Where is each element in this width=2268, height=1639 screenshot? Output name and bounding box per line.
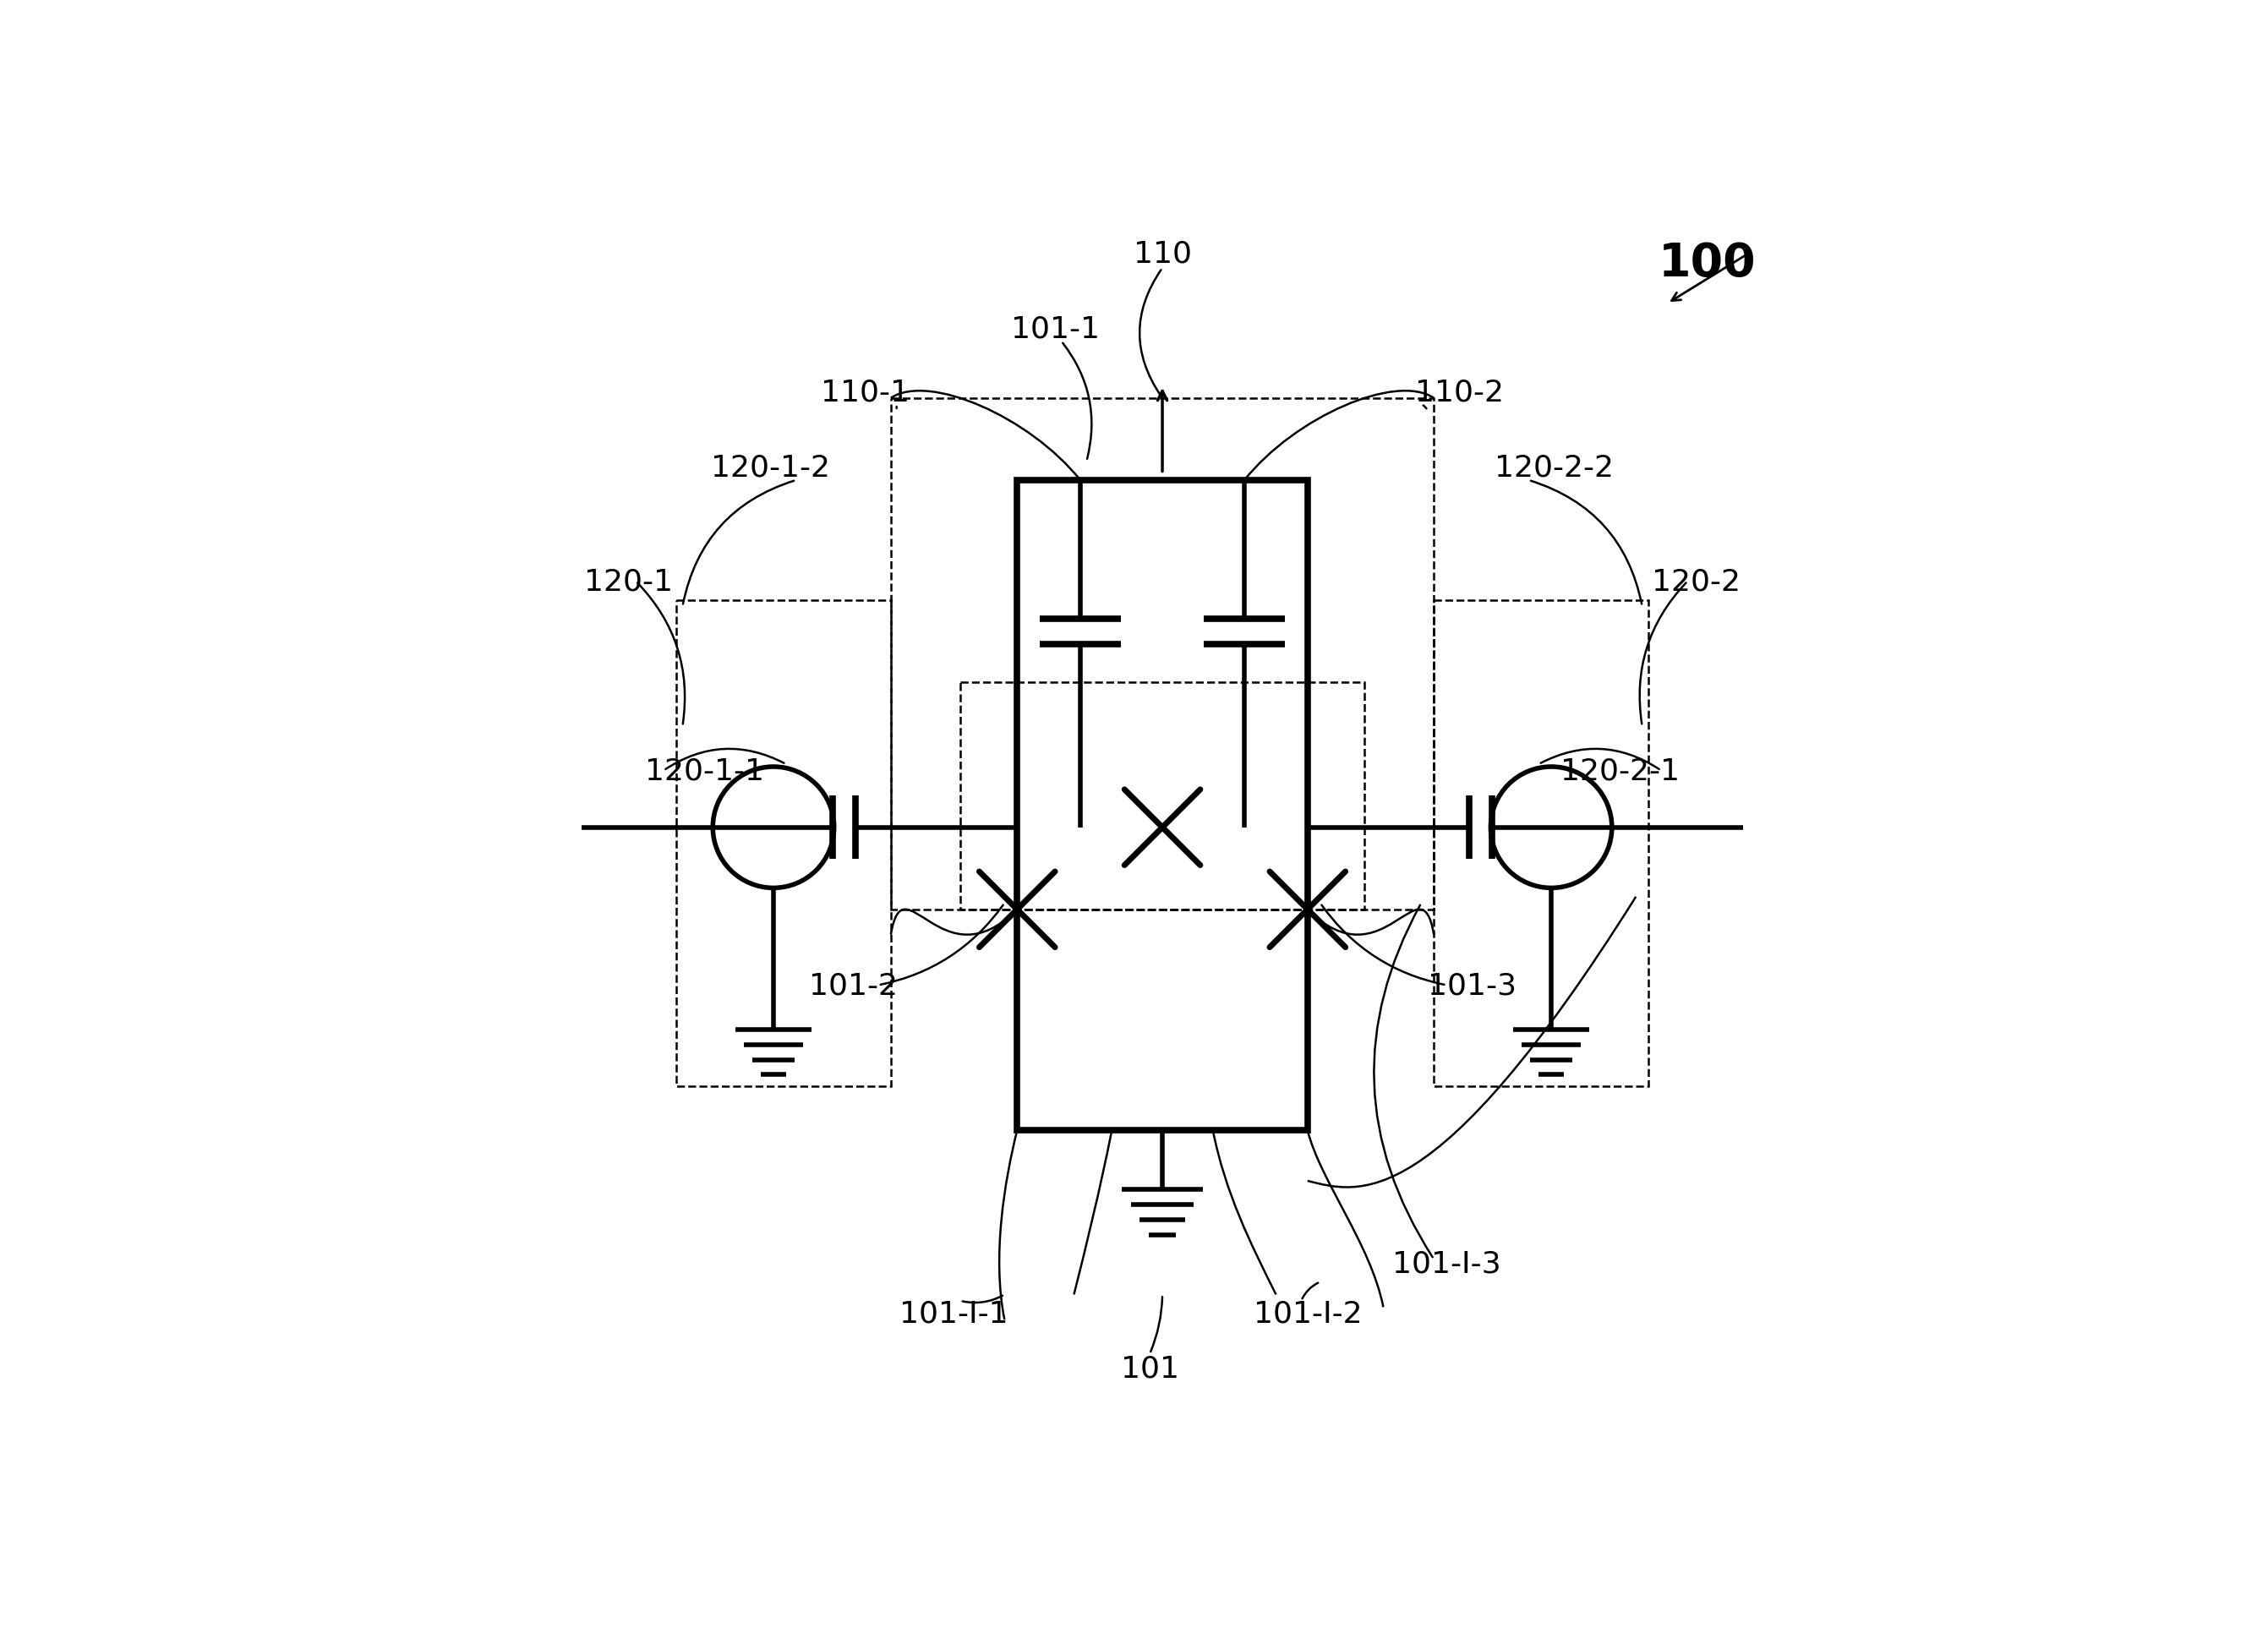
Text: 101-3: 101-3 — [1427, 970, 1515, 1000]
Text: 101: 101 — [1120, 1354, 1179, 1382]
Text: 101-1: 101-1 — [1012, 315, 1100, 344]
Text: 120-1-1: 120-1-1 — [644, 757, 764, 785]
Text: 120-2-1: 120-2-1 — [1560, 757, 1681, 785]
Text: 101-2: 101-2 — [810, 970, 898, 1000]
Text: 120-1: 120-1 — [585, 567, 674, 597]
Text: 110-2: 110-2 — [1415, 379, 1504, 406]
Text: 110-1: 110-1 — [821, 379, 909, 406]
Text: 100: 100 — [1658, 241, 1755, 287]
Text: 120-1-2: 120-1-2 — [712, 454, 830, 482]
Text: 101-I-1: 101-I-1 — [900, 1300, 1009, 1328]
Text: 101-I-3: 101-I-3 — [1393, 1249, 1501, 1277]
Text: 110: 110 — [1134, 239, 1191, 267]
Text: 101-I-2: 101-I-2 — [1254, 1300, 1361, 1328]
Text: 120-2-2: 120-2-2 — [1495, 454, 1613, 482]
Text: 120-2: 120-2 — [1651, 567, 1740, 597]
